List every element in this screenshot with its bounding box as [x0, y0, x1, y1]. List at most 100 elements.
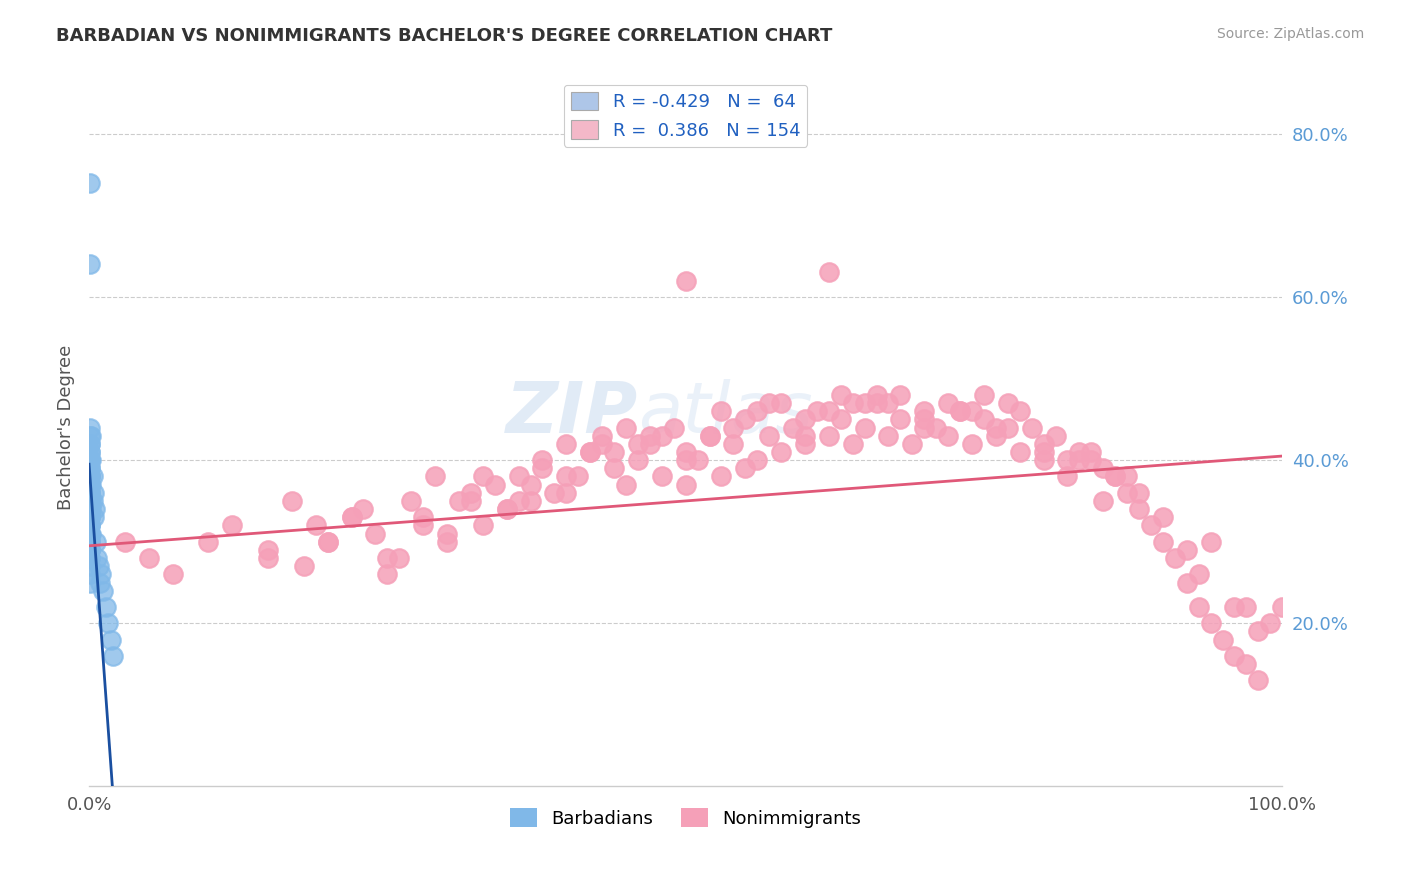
Nonimmigrants [399, 494, 422, 508]
Nonimmigrants [723, 420, 745, 434]
Nonimmigrants [591, 437, 613, 451]
Nonimmigrants [519, 494, 541, 508]
Nonimmigrants [471, 518, 494, 533]
Nonimmigrants [257, 542, 280, 557]
Nonimmigrants [638, 428, 661, 442]
Nonimmigrants [675, 453, 697, 467]
Barbadians [79, 526, 101, 541]
Barbadians [90, 567, 112, 582]
Text: BARBADIAN VS NONIMMIGRANTS BACHELOR'S DEGREE CORRELATION CHART: BARBADIAN VS NONIMMIGRANTS BACHELOR'S DE… [56, 27, 832, 45]
Barbadians [79, 494, 101, 508]
Barbadians [82, 494, 104, 508]
Legend: Barbadians, Nonimmigrants: Barbadians, Nonimmigrants [503, 801, 869, 835]
Barbadians [87, 559, 110, 574]
Barbadians [79, 534, 101, 549]
Nonimmigrants [412, 518, 434, 533]
Nonimmigrants [1032, 445, 1054, 459]
Nonimmigrants [794, 428, 817, 442]
Nonimmigrants [1223, 648, 1246, 663]
Nonimmigrants [1188, 567, 1211, 582]
Nonimmigrants [1092, 461, 1115, 475]
Nonimmigrants [508, 494, 530, 508]
Nonimmigrants [1236, 657, 1258, 672]
Nonimmigrants [758, 396, 780, 410]
Nonimmigrants [1188, 599, 1211, 614]
Nonimmigrants [1247, 624, 1270, 639]
Barbadians [79, 485, 101, 500]
Nonimmigrants [364, 526, 387, 541]
Barbadians [79, 542, 101, 557]
Barbadians [84, 502, 107, 516]
Barbadians [79, 428, 101, 442]
Nonimmigrants [495, 502, 517, 516]
Nonimmigrants [865, 396, 887, 410]
Nonimmigrants [960, 404, 983, 418]
Barbadians [79, 494, 101, 508]
Nonimmigrants [436, 534, 458, 549]
Barbadians [100, 632, 122, 647]
Nonimmigrants [257, 551, 280, 566]
Barbadians [79, 551, 101, 566]
Nonimmigrants [460, 494, 482, 508]
Nonimmigrants [412, 510, 434, 524]
Barbadians [83, 485, 105, 500]
Nonimmigrants [1104, 469, 1126, 483]
Barbadians [79, 485, 101, 500]
Nonimmigrants [830, 412, 852, 426]
Barbadians [101, 648, 124, 663]
Nonimmigrants [794, 412, 817, 426]
Nonimmigrants [925, 420, 948, 434]
Nonimmigrants [912, 412, 935, 426]
Barbadians [79, 469, 101, 483]
Nonimmigrants [627, 437, 650, 451]
Nonimmigrants [340, 510, 363, 524]
Barbadians [79, 518, 101, 533]
Nonimmigrants [675, 477, 697, 491]
Nonimmigrants [889, 412, 911, 426]
Nonimmigrants [591, 428, 613, 442]
Nonimmigrants [1128, 485, 1150, 500]
Nonimmigrants [901, 437, 924, 451]
Nonimmigrants [675, 274, 697, 288]
Barbadians [79, 542, 101, 557]
Barbadians [79, 502, 101, 516]
Barbadians [83, 510, 105, 524]
Nonimmigrants [1128, 502, 1150, 516]
Nonimmigrants [973, 412, 995, 426]
Nonimmigrants [1069, 445, 1091, 459]
Barbadians [79, 567, 101, 582]
Barbadians [79, 559, 101, 574]
Barbadians [79, 445, 101, 459]
Nonimmigrants [388, 551, 411, 566]
Nonimmigrants [1212, 632, 1234, 647]
Barbadians [79, 445, 101, 459]
Nonimmigrants [770, 396, 793, 410]
Nonimmigrants [603, 461, 626, 475]
Nonimmigrants [1104, 469, 1126, 483]
Barbadians [79, 518, 101, 533]
Barbadians [79, 551, 101, 566]
Nonimmigrants [1199, 534, 1222, 549]
Barbadians [80, 428, 103, 442]
Barbadians [84, 534, 107, 549]
Nonimmigrants [997, 396, 1019, 410]
Barbadians [79, 485, 101, 500]
Nonimmigrants [770, 445, 793, 459]
Nonimmigrants [984, 428, 1007, 442]
Nonimmigrants [1032, 437, 1054, 451]
Nonimmigrants [627, 453, 650, 467]
Nonimmigrants [377, 551, 399, 566]
Nonimmigrants [138, 551, 160, 566]
Nonimmigrants [1247, 673, 1270, 688]
Barbadians [79, 437, 101, 451]
Barbadians [79, 461, 101, 475]
Nonimmigrants [782, 420, 804, 434]
Nonimmigrants [747, 404, 769, 418]
Nonimmigrants [853, 420, 876, 434]
Nonimmigrants [1199, 616, 1222, 631]
Nonimmigrants [495, 502, 517, 516]
Barbadians [89, 575, 111, 590]
Nonimmigrants [1092, 494, 1115, 508]
Text: Source: ZipAtlas.com: Source: ZipAtlas.com [1216, 27, 1364, 41]
Nonimmigrants [471, 469, 494, 483]
